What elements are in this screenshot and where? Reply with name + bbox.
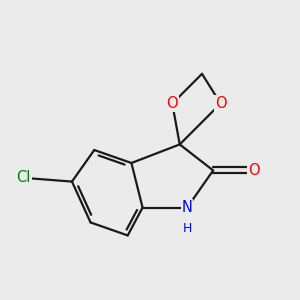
Text: N: N <box>182 200 193 215</box>
Text: Cl: Cl <box>16 170 31 185</box>
Text: O: O <box>167 96 178 111</box>
Text: O: O <box>215 96 226 111</box>
Text: H: H <box>182 221 192 235</box>
Text: O: O <box>248 163 260 178</box>
